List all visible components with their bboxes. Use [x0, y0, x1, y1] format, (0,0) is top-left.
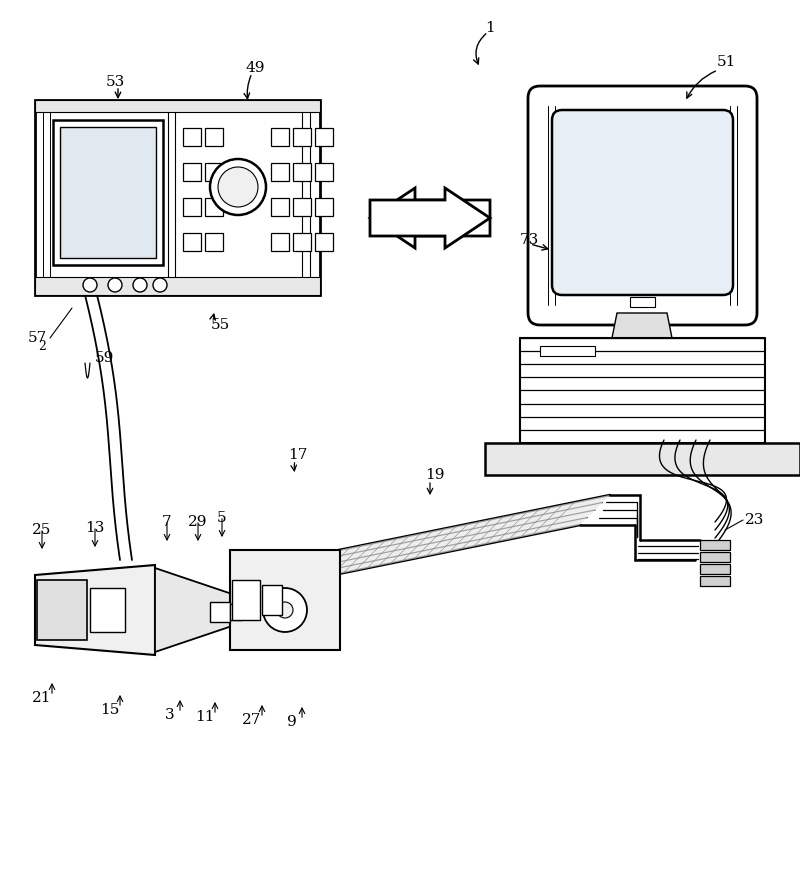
Bar: [293, 233, 311, 251]
Bar: [205, 163, 223, 181]
Text: 25: 25: [32, 523, 52, 537]
Text: 7: 7: [162, 515, 172, 529]
Bar: [315, 198, 333, 216]
Text: 55: 55: [210, 318, 230, 332]
Polygon shape: [225, 495, 610, 597]
Bar: [293, 163, 311, 181]
Bar: [53, 120, 163, 265]
Circle shape: [153, 278, 167, 292]
Bar: [205, 233, 223, 251]
Bar: [485, 443, 800, 475]
Text: 2: 2: [38, 341, 46, 354]
Text: 51: 51: [716, 55, 736, 69]
Bar: [700, 552, 730, 562]
Text: 49: 49: [246, 61, 265, 75]
Text: 59: 59: [95, 351, 114, 365]
Circle shape: [277, 602, 293, 618]
Bar: [540, 346, 595, 356]
Bar: [271, 128, 289, 146]
Bar: [183, 198, 201, 216]
Text: 53: 53: [106, 75, 125, 89]
Text: 15: 15: [100, 703, 120, 717]
Polygon shape: [370, 188, 490, 248]
Bar: [230, 550, 340, 650]
Bar: [35, 100, 320, 112]
Bar: [700, 576, 730, 586]
Circle shape: [263, 588, 307, 632]
Bar: [271, 233, 289, 251]
Text: 9: 9: [287, 715, 297, 729]
Text: 23: 23: [745, 513, 764, 527]
Bar: [700, 540, 730, 550]
Bar: [293, 128, 311, 146]
FancyBboxPatch shape: [552, 110, 733, 295]
Text: 27: 27: [242, 713, 262, 727]
Polygon shape: [370, 188, 490, 248]
Bar: [271, 163, 289, 181]
Bar: [210, 602, 230, 622]
Bar: [230, 604, 242, 620]
Bar: [183, 163, 201, 181]
Circle shape: [83, 278, 97, 292]
Bar: [183, 233, 201, 251]
Bar: [60, 127, 156, 258]
Text: 21: 21: [32, 691, 52, 705]
Text: 17: 17: [288, 448, 308, 462]
Bar: [183, 128, 201, 146]
Bar: [232, 580, 260, 620]
Circle shape: [210, 159, 266, 215]
Text: 1: 1: [485, 21, 495, 35]
Bar: [630, 297, 655, 307]
Bar: [315, 128, 333, 146]
Polygon shape: [155, 568, 235, 652]
Text: 57: 57: [28, 331, 47, 345]
Text: 3: 3: [165, 708, 175, 722]
Bar: [37, 580, 87, 640]
Bar: [205, 198, 223, 216]
Bar: [262, 585, 282, 615]
Bar: [205, 128, 223, 146]
Circle shape: [218, 167, 258, 207]
Text: 11: 11: [195, 710, 214, 724]
FancyBboxPatch shape: [528, 86, 757, 325]
Text: 73: 73: [520, 233, 539, 247]
Text: 13: 13: [86, 521, 105, 535]
Text: 29: 29: [188, 515, 208, 529]
Bar: [315, 163, 333, 181]
Text: 19: 19: [426, 468, 445, 482]
Bar: [90, 588, 125, 632]
Bar: [35, 277, 320, 295]
Polygon shape: [612, 313, 672, 338]
Circle shape: [108, 278, 122, 292]
Bar: [700, 564, 730, 574]
Bar: [315, 233, 333, 251]
Bar: [35, 100, 320, 295]
Text: 5: 5: [217, 511, 227, 525]
Bar: [293, 198, 311, 216]
Polygon shape: [35, 565, 155, 655]
Bar: [271, 198, 289, 216]
Circle shape: [133, 278, 147, 292]
